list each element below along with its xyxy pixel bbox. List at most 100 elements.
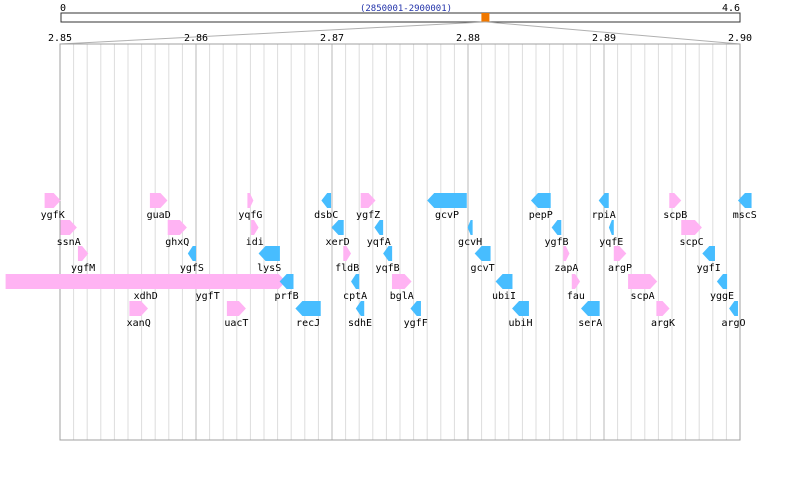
gene-label[interactable]: ubiH xyxy=(508,318,532,329)
gene-cptA[interactable]: cptA xyxy=(343,274,367,302)
gene-arrow[interactable] xyxy=(374,220,384,235)
gene-arrow[interactable] xyxy=(251,220,259,235)
gene-label[interactable]: cptA xyxy=(343,291,367,302)
gene-label[interactable]: gcvH xyxy=(458,237,482,248)
gene-argP[interactable]: argP xyxy=(608,246,632,274)
gene-fau[interactable]: fau xyxy=(567,274,585,302)
gene-prfB[interactable]: prfB xyxy=(275,274,299,302)
gene-arrow[interactable] xyxy=(656,301,670,316)
gene-arrow[interactable] xyxy=(495,274,513,289)
gene-arrow[interactable] xyxy=(702,246,715,261)
chromosome-overview[interactable]: 0 4.6 (2850001-2900001) xyxy=(59,3,741,45)
gene-arrow[interactable] xyxy=(391,274,412,289)
gene-label[interactable]: ssnA xyxy=(57,237,81,248)
gene-ygfI[interactable]: ygfI xyxy=(697,246,721,274)
gene-ubiI[interactable]: ubiI xyxy=(492,274,516,302)
gene-arrow[interactable] xyxy=(258,246,280,261)
gene-zapA[interactable]: zapA xyxy=(554,246,578,274)
gene-idi[interactable]: idi xyxy=(246,220,264,248)
gene-guaD[interactable]: guaD xyxy=(147,193,171,221)
gene-arrow[interactable] xyxy=(60,220,77,235)
gene-label[interactable]: gcvT xyxy=(471,263,495,274)
gene-yqfE[interactable]: yqfE xyxy=(599,220,623,248)
gene-label[interactable]: fldB xyxy=(335,263,359,274)
gene-ygfM[interactable]: ygfM xyxy=(71,246,95,274)
gene-label[interactable]: ygfI xyxy=(697,263,721,274)
gene-label[interactable]: serA xyxy=(578,318,602,329)
gene-arrow[interactable] xyxy=(247,193,254,208)
gene-arrow[interactable] xyxy=(628,274,658,289)
gene-ubiH[interactable]: ubiH xyxy=(508,301,533,329)
gene-label[interactable]: yqfG xyxy=(238,210,262,221)
gene-arrow[interactable] xyxy=(167,220,187,235)
gene-arrow[interactable] xyxy=(563,246,570,261)
gene-yqfB[interactable]: yqfB xyxy=(376,246,400,274)
gene-arrow[interactable] xyxy=(195,274,220,289)
gene-label[interactable]: ygfZ xyxy=(356,210,380,221)
gene-arrow[interactable] xyxy=(226,301,246,316)
gene-arrow[interactable] xyxy=(295,301,321,316)
gene-label[interactable]: scpB xyxy=(663,210,687,221)
gene-uacT[interactable]: uacT xyxy=(224,301,248,329)
gene-dsbC[interactable]: dsbC xyxy=(314,193,338,221)
gene-gcvH[interactable]: gcvH xyxy=(458,220,482,248)
gene-label[interactable]: xanQ xyxy=(127,318,151,329)
gene-scpC[interactable]: scpC xyxy=(680,220,704,248)
gene-arrow[interactable] xyxy=(351,274,360,289)
gene-label[interactable]: xdhD xyxy=(134,291,158,302)
gene-lysS[interactable]: lysS xyxy=(257,246,281,274)
gene-label[interactable]: xerD xyxy=(326,237,350,248)
gene-label[interactable]: ubiI xyxy=(492,291,516,302)
gene-label[interactable]: uacT xyxy=(224,318,248,329)
gene-scpA[interactable]: scpA xyxy=(628,274,658,302)
gene-arrow[interactable] xyxy=(5,274,286,289)
gene-arrow[interactable] xyxy=(355,301,365,316)
gene-label[interactable]: ygfS xyxy=(180,263,204,274)
gene-label[interactable]: argO xyxy=(721,318,745,329)
gene-fldB[interactable]: fldB xyxy=(335,246,359,274)
gene-yqfG[interactable]: yqfG xyxy=(238,193,262,221)
gene-label[interactable]: dsbC xyxy=(314,210,338,221)
gene-arrow[interactable] xyxy=(729,301,738,316)
gene-xanQ[interactable]: xanQ xyxy=(127,301,151,329)
gene-label[interactable]: argP xyxy=(608,263,632,274)
gene-label[interactable]: gcvP xyxy=(435,210,459,221)
gene-arrow[interactable] xyxy=(598,193,609,208)
gene-label[interactable]: yqfB xyxy=(376,263,400,274)
gene-label[interactable]: sdhE xyxy=(348,318,372,329)
gene-arrow[interactable] xyxy=(467,220,473,235)
gene-label[interactable]: guaD xyxy=(147,210,171,221)
gene-label[interactable]: lysS xyxy=(257,263,281,274)
gene-ygfZ[interactable]: ygfZ xyxy=(356,193,380,221)
gene-arrow[interactable] xyxy=(737,193,752,208)
gene-yggE[interactable]: yggE xyxy=(710,274,734,302)
gene-arrow[interactable] xyxy=(608,220,614,235)
gene-label[interactable]: yggE xyxy=(710,291,734,302)
gene-arrow[interactable] xyxy=(512,301,529,316)
gene-ygfF[interactable]: ygfF xyxy=(404,301,428,329)
gene-label[interactable]: pepP xyxy=(529,210,553,221)
gene-arrow[interactable] xyxy=(187,246,196,261)
gene-arrow[interactable] xyxy=(321,193,332,208)
gene-arrow[interactable] xyxy=(44,193,61,208)
gene-arrow[interactable] xyxy=(551,220,562,235)
gene-sdhE[interactable]: sdhE xyxy=(348,301,372,329)
gene-serA[interactable]: serA xyxy=(578,301,602,329)
gene-label[interactable]: mscS xyxy=(733,210,757,221)
gene-recJ[interactable]: recJ xyxy=(295,301,321,329)
gene-arrow[interactable] xyxy=(360,193,376,208)
gene-label[interactable]: rpiA xyxy=(592,210,616,221)
gene-arrow[interactable] xyxy=(669,193,682,208)
gene-arrow[interactable] xyxy=(77,246,89,261)
gene-label[interactable]: fau xyxy=(567,291,585,302)
gene-arrow[interactable] xyxy=(613,246,627,261)
gene-label[interactable]: prfB xyxy=(275,291,299,302)
gene-arrow[interactable] xyxy=(581,301,600,316)
gene-mscS[interactable]: mscS xyxy=(733,193,757,221)
gene-label[interactable]: scpC xyxy=(680,237,704,248)
gene-rpiA[interactable]: rpiA xyxy=(592,193,616,221)
gene-gcvT[interactable]: gcvT xyxy=(471,246,495,274)
gene-label[interactable]: argK xyxy=(651,318,675,329)
gene-label[interactable]: ygfK xyxy=(41,210,65,221)
gene-ssnA[interactable]: ssnA xyxy=(57,220,81,248)
